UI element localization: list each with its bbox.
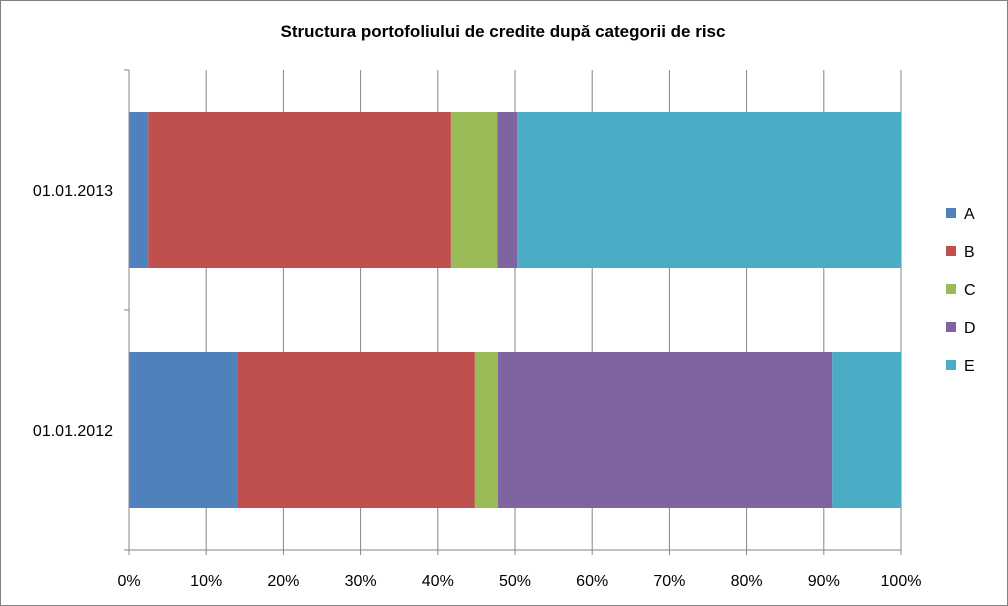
bar-a-01.01.2013 (129, 112, 149, 268)
legend-swatch-b (946, 246, 956, 256)
legend-swatch-a (946, 208, 956, 218)
x-tick-label: 20% (267, 573, 299, 590)
legend: A B C D E (946, 206, 976, 375)
legend-swatch-d (946, 322, 956, 332)
bar-d-01.01.2012 (498, 352, 833, 508)
x-tick-labels: 0% 10% 20% 30% 40% 50% 60% 70% 80% 90% 100% (117, 573, 921, 590)
legend-label-e: E (964, 358, 975, 375)
x-tick-label: 10% (190, 573, 222, 590)
axes (124, 69, 902, 555)
x-tick-label: 80% (731, 573, 763, 590)
x-tick-label: 40% (422, 573, 454, 590)
x-tick-label: 90% (808, 573, 840, 590)
bar-d-01.01.2013 (497, 112, 518, 268)
x-tick-label: 50% (499, 573, 531, 590)
x-tick-label: 60% (576, 573, 608, 590)
legend-label-c: C (964, 282, 976, 299)
bar-e-01.01.2012 (832, 352, 901, 508)
legend-label-a: A (964, 206, 975, 223)
bars (129, 112, 901, 508)
legend-swatch-e (946, 360, 956, 370)
bar-b-01.01.2013 (148, 112, 451, 268)
legend-label-d: D (964, 320, 976, 337)
bar-e-01.01.2013 (517, 112, 901, 268)
x-tick-label: 70% (653, 573, 685, 590)
legend-label-b: B (964, 244, 975, 261)
x-tick-label: 30% (345, 573, 377, 590)
x-tick-label: 0% (117, 573, 140, 590)
bar-c-01.01.2012 (474, 352, 499, 508)
bar-c-01.01.2013 (450, 112, 498, 268)
category-label: 01.01.2013 (33, 183, 113, 200)
chart-title: Structura portofoliului de credite după … (281, 22, 726, 41)
bar-b-01.01.2012 (237, 352, 475, 508)
category-label: 01.01.2012 (33, 423, 113, 440)
legend-swatch-c (946, 284, 956, 294)
x-tick-label: 100% (881, 573, 922, 590)
bar-a-01.01.2012 (129, 352, 238, 508)
category-labels: 01.01.2013 01.01.2012 (33, 183, 113, 440)
